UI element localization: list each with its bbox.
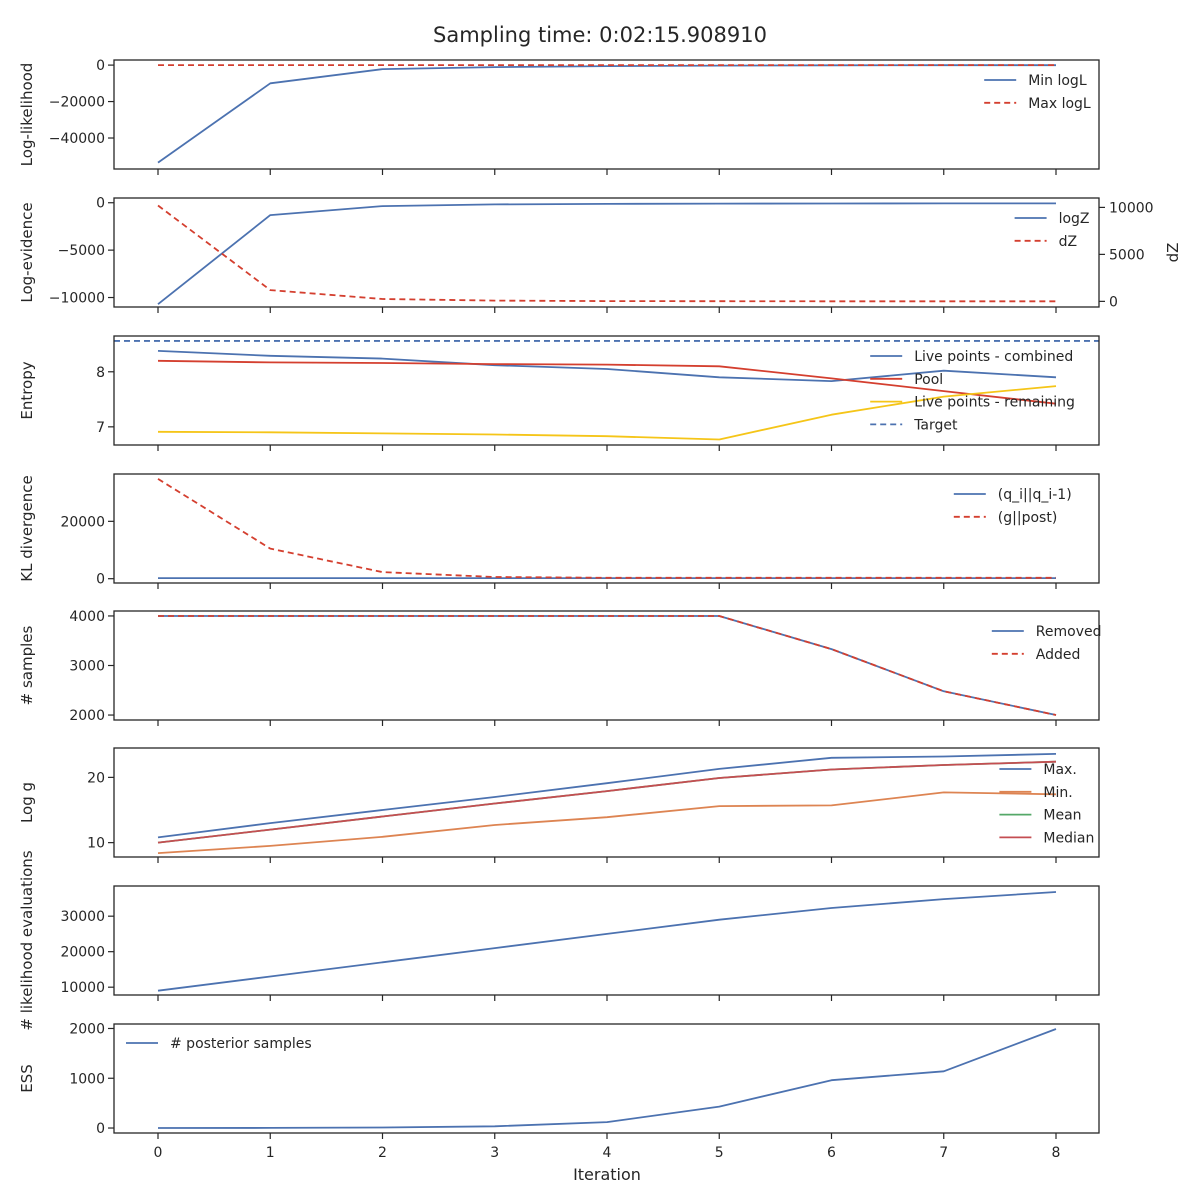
y-tick-label: 10000 (60, 980, 105, 996)
legend-label: Removed (1036, 624, 1102, 640)
legend-label: Added (1036, 647, 1081, 663)
legend-label: (g||post) (998, 510, 1057, 526)
y-tick-label-right: 10000 (1109, 200, 1154, 216)
series-line (157, 791, 1057, 854)
y-tick-label: 2000 (69, 708, 105, 724)
series-line (157, 478, 1056, 579)
legend-label: (q_i||q_i-1) (998, 487, 1072, 503)
axes-frame (113, 197, 1100, 308)
y-tick-label: 20000 (60, 945, 105, 961)
y-tick-label-right: 0 (1109, 294, 1118, 310)
y-axis-label: # samples (18, 625, 36, 705)
panel-3: 8 7 Entropy Live points - combined Pool Live … (18, 335, 1100, 451)
axes-frame (113, 335, 1100, 446)
y-tick-label-right: 5000 (1109, 247, 1145, 263)
y-tick-label: −40000 (49, 131, 105, 147)
legend-label: Live points - combined (914, 349, 1073, 365)
axes-frame (113, 747, 1100, 858)
y-tick-label: 1000 (69, 1071, 105, 1087)
y-tick-label: 7 (96, 420, 105, 436)
y-tick-label: 0 (96, 58, 105, 74)
legend-label: Min logL (1028, 73, 1087, 89)
panels: 0 −20000 −40000 Log-likelihood Min logL Max l… (18, 58, 1182, 1161)
y-tick-label: 30000 (60, 909, 105, 925)
y-tick-label: −10000 (49, 291, 105, 307)
x-tick-label: 0 (154, 1145, 163, 1161)
y-axis-label: Log-evidence (18, 202, 36, 302)
axes-frame (113, 473, 1100, 584)
x-axis-label: Iteration (573, 1165, 641, 1184)
legend-label: Min. (1043, 785, 1072, 801)
x-tick-label: 4 (603, 1145, 612, 1161)
y-tick-label: 2000 (69, 1021, 105, 1037)
legend-label: Pool (914, 372, 943, 388)
legend-label: Target (913, 417, 958, 433)
panel-8: 0 1 2 3 4 5 6 7 8 2000 1000 0 ESS # posterior samples (18, 1021, 1100, 1161)
legend-label: Median (1043, 830, 1094, 846)
y-tick-label: 20000 (60, 514, 105, 530)
legend-label: dZ (1059, 234, 1077, 250)
y-axis-label: Log g (18, 782, 36, 823)
x-tick-label: 8 (1052, 1145, 1061, 1161)
figure-title: Sampling time: 0:02:15.908910 (433, 23, 767, 47)
series-line (157, 64, 1056, 164)
panel-5: 4000 3000 2000 # samples Removed Added (18, 609, 1102, 726)
x-tick-label: 5 (715, 1145, 724, 1161)
axes-frame (113, 1023, 1100, 1134)
legend-label: Max. (1043, 762, 1076, 778)
y-axis-label-right: dZ (1164, 243, 1182, 263)
series-line (157, 760, 1057, 844)
panel-6: 20 10 Log g Max. Min. Mean Median (18, 747, 1100, 863)
panel-2: 0 −5000 −10000 10000 5000 0 Log-evidence dZ logZ… (18, 196, 1182, 313)
legend-label: Mean (1043, 808, 1081, 824)
y-tick-label: 4000 (69, 609, 105, 625)
series-line (157, 350, 1057, 383)
y-tick-label: 3000 (69, 659, 105, 675)
y-axis-label: ESS (18, 1064, 36, 1093)
x-tick-label: 3 (490, 1145, 499, 1161)
legend-label: Max logL (1028, 96, 1091, 112)
series-line (157, 891, 1057, 992)
y-axis-label: Log-likelihood (18, 63, 36, 167)
y-tick-label: 10 (87, 836, 105, 852)
y-tick-label: 20 (87, 770, 105, 786)
y-tick-label: −20000 (49, 95, 105, 111)
x-tick-label: 1 (266, 1145, 275, 1161)
y-tick-label: 0 (96, 1121, 105, 1137)
y-tick-label: 8 (96, 365, 105, 381)
y-tick-label: 0 (96, 572, 105, 588)
y-axis-label: # likelihood evaluations (18, 850, 36, 1030)
panel-4: 20000 0 KL divergence (q_i||q_i-1) (g||post) (18, 473, 1100, 589)
series-line (158, 615, 1057, 716)
legend-label: # posterior samples (170, 1036, 312, 1052)
x-tick-label: 7 (939, 1145, 948, 1161)
series-line (157, 385, 1057, 441)
axes-frame (113, 885, 1100, 996)
y-axis-label: KL divergence (18, 475, 36, 581)
series-line (157, 1028, 1057, 1129)
axes-frame (113, 59, 1100, 170)
legend-label: logZ (1059, 211, 1090, 227)
y-tick-label: 0 (96, 196, 105, 212)
series-line (157, 359, 1057, 405)
series-line (157, 753, 1057, 839)
panel-7: 30000 20000 10000 # likelihood evaluations (18, 850, 1100, 1031)
x-tick-label: 2 (378, 1145, 387, 1161)
axes-frame (113, 610, 1100, 721)
legend-label: Live points - remaining (914, 395, 1075, 411)
y-axis-label: Entropy (18, 361, 36, 419)
series-line (157, 202, 1056, 305)
x-tick-label: 6 (827, 1145, 836, 1161)
panel-1: 0 −20000 −40000 Log-likelihood Min logL Max l… (18, 58, 1100, 175)
y-tick-label: −5000 (58, 243, 105, 259)
